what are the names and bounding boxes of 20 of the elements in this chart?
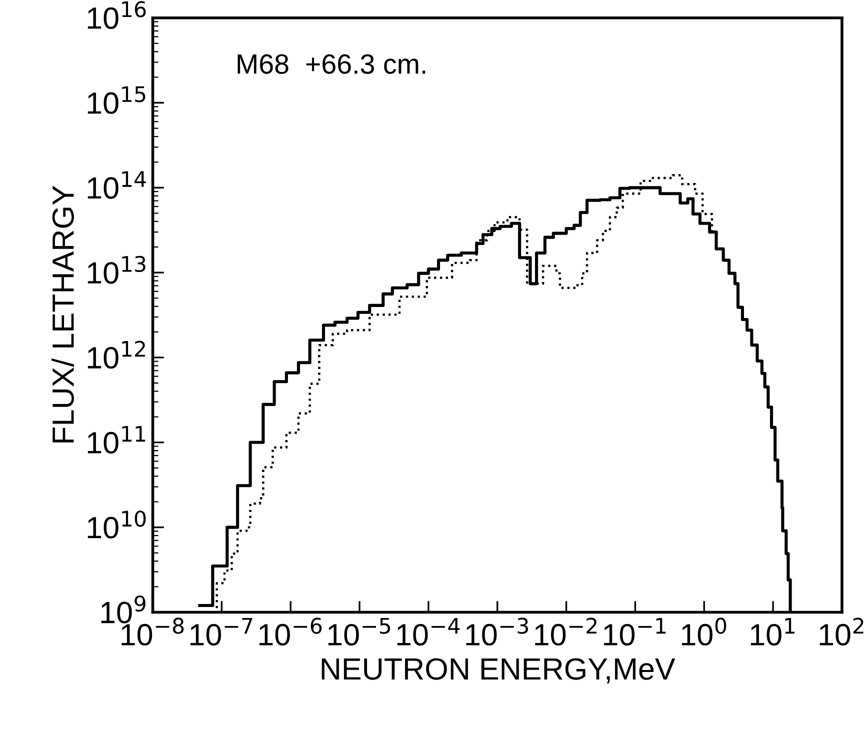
y-axis-title: FLUX/ LETHARGY	[52, 186, 74, 442]
y-tick-label: 10$^{15}$	[88, 86, 146, 114]
x-tick-label: 10$^{−7}$	[190, 618, 252, 646]
y-tick-label: 10$^{10}$	[88, 510, 146, 538]
x-tick-label: 10$^{−5}$	[328, 618, 390, 646]
x-tick-label: 10$^{−2}$	[535, 618, 596, 646]
y-tick-label: 10$^{16}$	[88, 1, 146, 29]
y-tick-label: 10$^{11}$	[88, 426, 146, 454]
x-tick-label: 10$^{−1}$	[604, 618, 666, 646]
x-tick-label: 10$^{−3}$	[466, 618, 528, 646]
x-tick-label: 10$^{2}$	[820, 618, 864, 646]
x-axis-title: NEUTRON ENERGY,MeV	[322, 658, 676, 684]
y-tick-label: 10$^{12}$	[88, 340, 145, 369]
y-tick-label: 10$^{14}$	[88, 171, 146, 199]
annotation: M68 +66.3 cm.	[238, 54, 426, 74]
x-tick-label: 10$^{−4}$	[397, 618, 460, 646]
x-tick-label: 10$^{0}$	[682, 618, 726, 646]
y-tick-label: 10$^{13}$	[88, 256, 146, 284]
x-tick-label: 10$^{1}$	[750, 618, 795, 646]
x-tick-label: 10$^{−6}$	[259, 618, 322, 646]
